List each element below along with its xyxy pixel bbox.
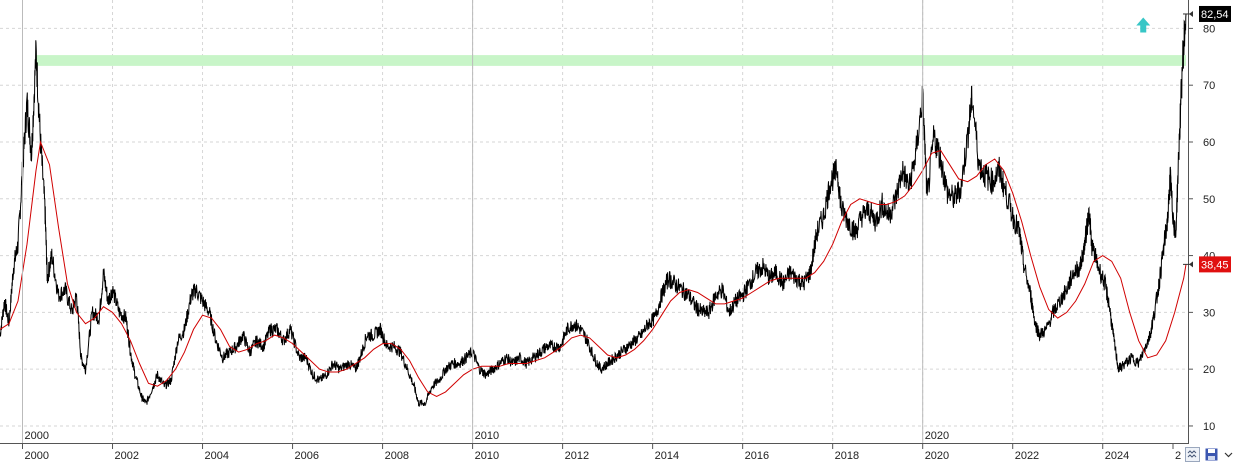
last-price-badge: 82,54 — [1183, 5, 1231, 22]
y-tick-label: 20 — [1203, 364, 1215, 376]
era-label: 2000 — [25, 430, 49, 442]
series-layer — [0, 13, 1187, 408]
x-tick-label: 2006 — [295, 450, 319, 462]
y-tick-label: 30 — [1203, 307, 1215, 319]
save-icon[interactable] — [1204, 447, 1219, 462]
y-tick-label: 60 — [1203, 137, 1215, 149]
era-label: 2020 — [925, 430, 949, 442]
last-price-badge-bg — [1199, 5, 1231, 22]
x-tick-label: 2020 — [925, 450, 949, 462]
signal-arrow-layer — [1136, 17, 1151, 33]
highlight-band-layer — [36, 55, 1187, 66]
x-tick-label: 2000 — [25, 450, 49, 462]
x-tick-label: 2002 — [115, 450, 139, 462]
y-tick-label: 50 — [1203, 194, 1215, 206]
x-tick-label: 2018 — [835, 450, 859, 462]
x-tick-label: 2008 — [385, 450, 409, 462]
chevron-down-icon[interactable] — [1223, 447, 1233, 462]
x-tick-label: 2 — [1175, 450, 1181, 462]
x-tick-label: 2004 — [205, 450, 229, 462]
price-series-line — [0, 13, 1187, 408]
moving-average-line — [0, 140, 1187, 397]
y-tick-label: 10 — [1203, 421, 1215, 433]
moving-average-badge-bg — [1199, 256, 1231, 273]
chart-toolbar — [1183, 444, 1237, 464]
y-tick-label: 80 — [1203, 23, 1215, 35]
signal-up-arrow-icon — [1136, 17, 1151, 33]
x-tick-label: 2012 — [565, 450, 589, 462]
x-tick-label: 2022 — [1015, 450, 1039, 462]
x-tick-label: 2010 — [475, 450, 499, 462]
scale-toggle-icon[interactable] — [1185, 446, 1200, 462]
last-price-badge-label: 82,54 — [1201, 9, 1229, 21]
x-tick-label: 2024 — [1105, 450, 1129, 462]
resistance-band — [36, 55, 1187, 66]
x-tick-label: 2016 — [745, 450, 769, 462]
moving-average-badge-label: 38,45 — [1201, 259, 1229, 271]
value-badges: 82,54 38,45 — [1183, 5, 1231, 273]
era-labels: 2000 2010 2020 — [22, 0, 949, 443]
y-ticks: 1020304050607080 — [1188, 23, 1215, 433]
y-tick-label: 70 — [1203, 80, 1215, 92]
era-label: 2010 — [475, 430, 499, 442]
x-ticks: 2000 2002 2004 2006 2008 2010 2012 2014 2016 2018… — [22, 443, 1181, 462]
axes — [0, 0, 1189, 444]
x-tick-label: 2014 — [655, 450, 679, 462]
moving-average-badge: 38,45 — [1183, 256, 1231, 273]
